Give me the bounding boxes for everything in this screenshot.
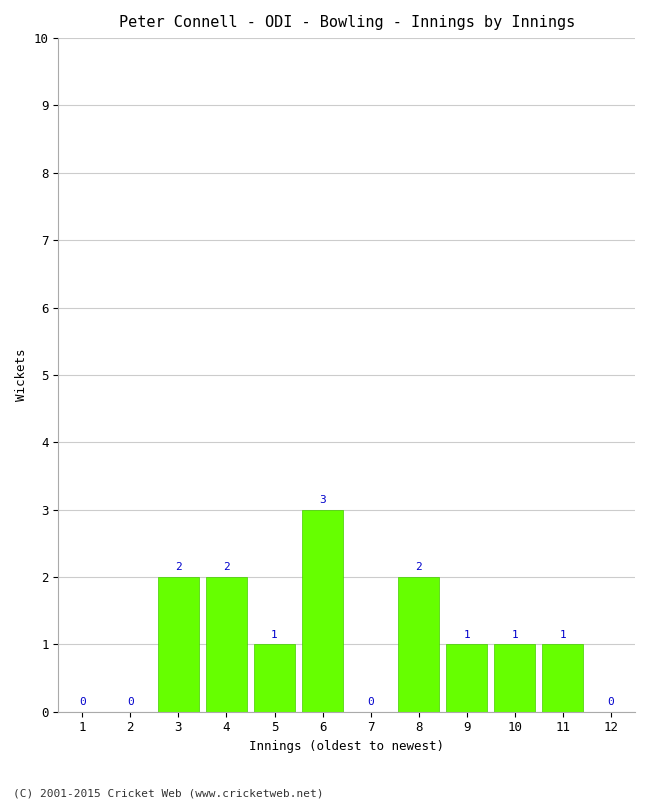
X-axis label: Innings (oldest to newest): Innings (oldest to newest) [249,740,444,753]
Text: 1: 1 [463,630,470,640]
Text: 2: 2 [223,562,230,572]
Bar [254,644,295,712]
Text: 0: 0 [79,697,86,707]
Text: 0: 0 [127,697,134,707]
Bar [495,644,536,712]
Bar [543,644,583,712]
Text: 1: 1 [271,630,278,640]
Text: 1: 1 [560,630,566,640]
Bar [206,577,247,712]
Bar [302,510,343,712]
Text: 3: 3 [319,495,326,505]
Text: 2: 2 [415,562,422,572]
Y-axis label: Wickets: Wickets [15,349,28,401]
Text: 1: 1 [512,630,518,640]
Bar [447,644,488,712]
Title: Peter Connell - ODI - Bowling - Innings by Innings: Peter Connell - ODI - Bowling - Innings … [118,15,575,30]
Bar [158,577,199,712]
Text: 0: 0 [608,697,614,707]
Text: 0: 0 [367,697,374,707]
Bar [398,577,439,712]
Text: (C) 2001-2015 Cricket Web (www.cricketweb.net): (C) 2001-2015 Cricket Web (www.cricketwe… [13,788,324,798]
Text: 2: 2 [175,562,182,572]
